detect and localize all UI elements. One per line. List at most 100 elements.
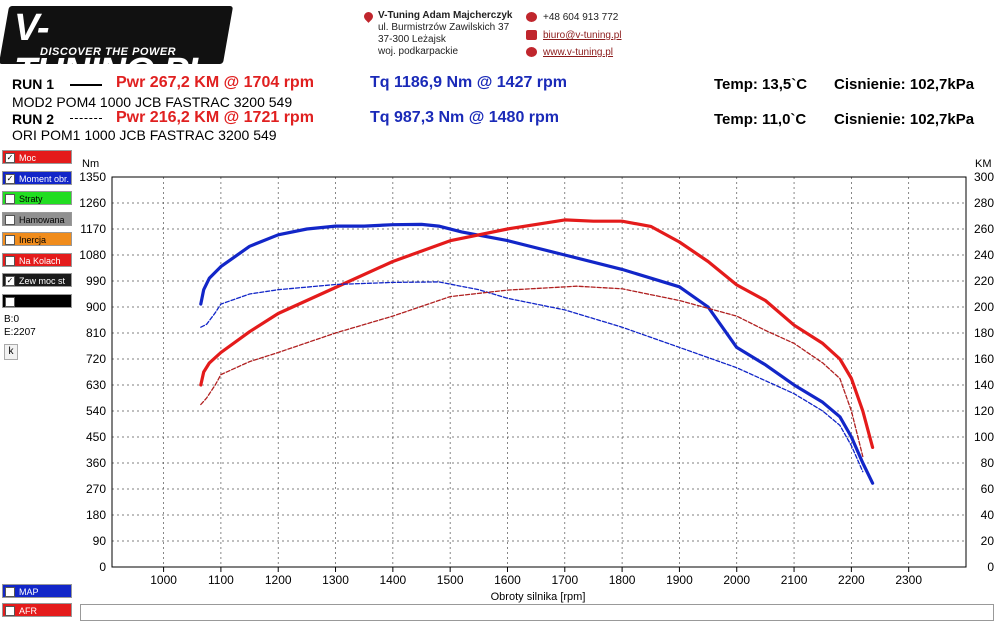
series-toggle-2[interactable]: Straty xyxy=(2,191,72,205)
checkbox-icon[interactable]: ✓ xyxy=(5,276,15,286)
run1-temp: Temp: 13,5`C xyxy=(714,76,808,93)
checkbox-icon[interactable] xyxy=(5,587,15,597)
y-right-tick-label: 80 xyxy=(981,456,995,470)
bottom-status-bar xyxy=(80,604,994,621)
x-tick-label: 1400 xyxy=(379,573,406,587)
checkbox-icon[interactable] xyxy=(5,606,15,616)
plot-frame xyxy=(111,176,967,568)
checkbox-icon[interactable] xyxy=(5,255,15,266)
bottom-toggle-1[interactable]: AFR xyxy=(2,603,72,617)
y-right-tick-label: 0 xyxy=(987,560,994,574)
y-left-tick-label: 900 xyxy=(86,300,106,314)
x-tick-label: 1600 xyxy=(494,573,521,587)
series-toggle-3[interactable]: Hamowana xyxy=(2,211,72,226)
run2-pressure: Cisnienie: 102,7kPa xyxy=(834,111,975,128)
run1-pressure: Cisnienie: 102,7kPa xyxy=(834,76,975,93)
chart-grid xyxy=(112,176,966,568)
x-tick-label: 1700 xyxy=(551,573,578,587)
y-left-tick-label: 90 xyxy=(93,534,107,548)
y-left-tick-label: 1080 xyxy=(79,248,106,262)
y-right-tick-label: 180 xyxy=(974,326,994,340)
run2-temp: Temp: 11,0`C xyxy=(714,111,807,128)
e-value: E:2207 xyxy=(4,327,36,338)
logo: V-TUNING.PL xyxy=(14,7,211,93)
y-right-tick-label: 60 xyxy=(981,482,995,496)
x-tick-label: 2200 xyxy=(838,573,865,587)
y-left-tick-label: 720 xyxy=(86,352,106,366)
run2-description: ORI POM1 1000 JCB FASTRAC 3200 549 xyxy=(12,127,277,143)
chart-axes: 1000 1100 1200 1300 1400 1500 1600 1700 1800 1900… xyxy=(79,170,994,587)
run2-line-sample xyxy=(70,118,102,119)
bottom-toggle-0[interactable]: MAP xyxy=(2,584,72,598)
checkbox-label: Moc xyxy=(19,153,37,163)
series-line-2 xyxy=(200,281,864,473)
checkbox-label: Inercja xyxy=(19,235,47,245)
x-tick-label: 2300 xyxy=(895,573,922,587)
address-line-2: 37-300 Leżajsk xyxy=(378,34,446,45)
y-right-tick-label: 100 xyxy=(974,430,994,444)
checkbox-label: Moment obr. xyxy=(19,173,70,184)
y-left-tick-label: 270 xyxy=(86,482,106,496)
series-toggle-6[interactable]: ✓ Zew moc st xyxy=(2,273,72,287)
run2-label: RUN 2 xyxy=(12,111,55,127)
right-axis-label: KM xyxy=(975,158,992,170)
checkbox-icon[interactable] xyxy=(5,214,15,225)
y-right-tick-label: 200 xyxy=(974,300,994,314)
globe-icon xyxy=(526,47,537,57)
run1-torque: Tq 1186,9 Nm @ 1427 rpm xyxy=(370,74,568,91)
series-line-0 xyxy=(199,222,875,485)
run1-label: RUN 1 xyxy=(12,76,55,92)
checkbox-icon[interactable] xyxy=(5,296,15,307)
y-left-tick-label: 0 xyxy=(99,560,106,574)
left-axis-label: Nm xyxy=(82,158,99,170)
address-block: V-Tuning Adam Majcherczyk ul. Burmistrzó… xyxy=(378,10,528,58)
run1-description: MOD2 POM4 1000 JCB FASTRAC 3200 549 xyxy=(12,94,293,110)
website-link[interactable]: www.v-tuning.pl xyxy=(543,47,614,58)
phone-icon xyxy=(526,12,537,22)
logo-tagline: DISCOVER THE POWER xyxy=(40,46,177,58)
email-link[interactable]: biuro@v-tuning.pl xyxy=(543,30,622,41)
y-right-tick-label: 20 xyxy=(981,534,995,548)
x-tick-label: 1500 xyxy=(437,573,464,587)
x-tick-label: 1900 xyxy=(666,573,693,587)
y-right-tick-label: 240 xyxy=(974,248,994,262)
k-button[interactable]: k xyxy=(4,344,18,360)
series-toggle-0[interactable]: ✓ Moc xyxy=(2,150,72,164)
b-value: B:0 xyxy=(4,314,20,325)
x-tick-label: 1300 xyxy=(322,573,349,587)
y-right-tick-label: 300 xyxy=(974,170,994,184)
x-tick-label: 2000 xyxy=(723,573,750,587)
chart-series xyxy=(199,218,875,485)
y-left-tick-label: 450 xyxy=(86,430,106,444)
y-right-tick-label: 280 xyxy=(974,196,994,210)
y-right-tick-label: 40 xyxy=(981,508,995,522)
checkbox-label: AFR xyxy=(19,606,37,616)
x-tick-label: 1000 xyxy=(150,573,177,587)
checkbox-icon[interactable]: ✓ xyxy=(5,153,15,163)
y-right-tick-label: 220 xyxy=(974,274,994,288)
y-right-tick-label: 140 xyxy=(974,378,994,392)
address-line-3: woj. podkarpackie xyxy=(378,46,459,57)
y-left-tick-label: 1350 xyxy=(79,170,106,184)
y-left-tick-label: 1170 xyxy=(80,222,106,236)
series-toggle-5[interactable]: Na Kolach xyxy=(2,252,72,267)
checkbox-icon[interactable] xyxy=(5,235,15,245)
checkbox-label: Straty xyxy=(19,194,43,204)
x-tick-label: 1200 xyxy=(265,573,292,587)
checkbox-label: Hamowana xyxy=(19,214,65,225)
x-tick-label: 2100 xyxy=(781,573,808,587)
series-toggle-7[interactable] xyxy=(2,293,72,308)
checkbox-icon[interactable]: ✓ xyxy=(5,173,15,184)
company-name: V-Tuning Adam Majcherczyk xyxy=(378,10,513,21)
phone-number: +48 604 913 772 xyxy=(543,12,619,23)
series-line-3 xyxy=(200,285,864,458)
checkbox-label: MAP xyxy=(19,587,39,597)
x-tick-label: 1100 xyxy=(208,573,234,587)
email-icon xyxy=(526,30,537,40)
y-right-tick-label: 260 xyxy=(974,222,994,236)
series-toggle-1[interactable]: ✓ Moment obr. xyxy=(2,170,72,185)
y-left-tick-label: 540 xyxy=(86,404,106,418)
checkbox-icon[interactable] xyxy=(5,194,15,204)
series-toggle-4[interactable]: Inercja xyxy=(2,232,72,246)
